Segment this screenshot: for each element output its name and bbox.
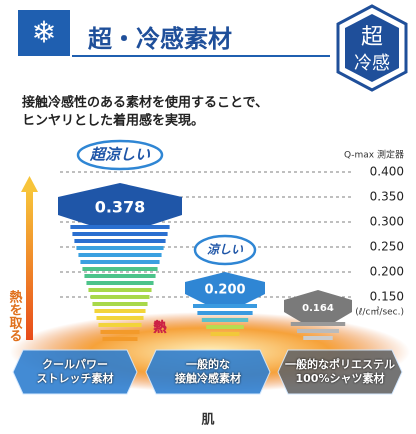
bar-stripe	[193, 304, 257, 308]
heat-arrow-label: 熱を取る	[7, 289, 23, 342]
bar-stripe	[210, 332, 240, 336]
badge-inner	[345, 14, 399, 82]
category-label: クールパワー ストレッチ素材	[36, 358, 114, 385]
bar-stripe	[94, 309, 146, 313]
bar-stripe	[96, 316, 144, 320]
bar-stripe	[80, 260, 160, 264]
bubble	[193, 234, 257, 266]
bar-stripe	[206, 325, 244, 329]
bar-group: 0.378 超涼しい	[12, 139, 182, 395]
bar-stripe	[88, 288, 152, 292]
bar-stripe	[197, 311, 253, 315]
bar-stripe	[78, 253, 162, 257]
axis-title: Q-max 測定器	[344, 149, 404, 161]
value-label: 0.378	[95, 198, 146, 217]
category-plate	[145, 349, 271, 395]
y-tick-label: 0.400	[370, 165, 404, 179]
description: ヒンヤリとした着用感を実現。	[22, 113, 204, 129]
bar	[284, 290, 352, 322]
y-tick-label: 0.250	[370, 240, 404, 254]
bubble	[76, 139, 164, 171]
bar-stripe	[70, 225, 170, 229]
bar-stripe	[72, 232, 168, 236]
bar-stripe	[297, 329, 339, 333]
snowflake-icon: ❄	[31, 16, 56, 51]
bar-stripe	[100, 330, 140, 334]
bar-stripe	[92, 302, 148, 306]
title: 超・冷感素材	[88, 25, 232, 53]
value-label: 0.164	[302, 303, 334, 314]
bar-stripe	[102, 337, 138, 341]
bar-stripe	[74, 239, 166, 243]
badge-text: 超	[361, 25, 383, 50]
icon-box	[18, 10, 70, 56]
category-plate	[12, 349, 138, 395]
y-tick-label: 0.200	[370, 265, 404, 279]
bubble-label: 超涼しい	[89, 146, 151, 164]
y-tick-label: 0.350	[370, 190, 404, 204]
bar-stripe	[90, 295, 150, 299]
category-plate	[277, 349, 403, 395]
bar-stripe	[303, 336, 333, 340]
bar-stripe	[201, 318, 249, 322]
bar	[185, 272, 265, 304]
bar-group: 0.164	[277, 290, 403, 395]
bar-stripe	[86, 281, 154, 285]
y-tick-label: 0.150	[370, 290, 404, 304]
bar-stripe	[82, 267, 158, 271]
category-label: 一般的なポリエステル 100%シャツ素材	[285, 358, 395, 385]
description: 接触冷感性のある素材を使用することで、	[22, 95, 268, 111]
unit-label: (ℓ/c㎡/sec.)	[355, 307, 404, 318]
y-tick-label: 0.300	[370, 215, 404, 229]
heat-arrow-head	[21, 176, 38, 192]
bar-stripe	[98, 323, 142, 327]
bar	[58, 183, 182, 225]
bar-stripe	[84, 274, 156, 278]
bar-stripe	[76, 246, 164, 250]
heat-label: 熱	[153, 320, 166, 336]
value-label: 0.200	[204, 283, 245, 298]
bar-group: 0.200 涼しい	[145, 234, 271, 395]
category-label: 一般的な 接触冷感素材	[175, 358, 241, 385]
skin-label: 肌	[201, 413, 214, 428]
heat-arrow	[26, 190, 33, 340]
bar-stripe	[290, 322, 346, 326]
badge-text: 冷感	[354, 53, 390, 74]
bubble-label: 涼しい	[207, 243, 244, 257]
